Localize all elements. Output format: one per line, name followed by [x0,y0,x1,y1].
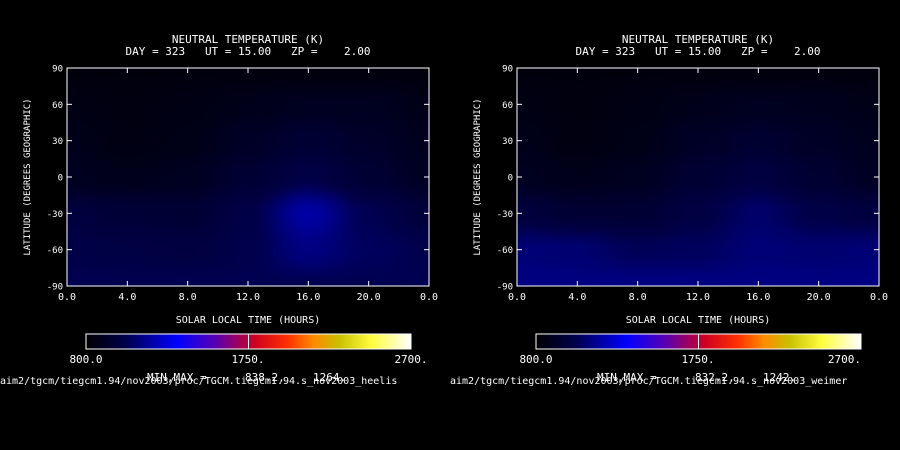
heatmap-canvas [517,68,879,286]
y-tick-label: -60 [497,246,513,256]
chart-title: NEUTRAL TEMPERATURE (K) [622,33,774,46]
y-tick-label: -30 [47,210,63,220]
y-tick-label: 30 [52,137,63,147]
y-tick-label: 90 [502,65,513,75]
file-path-text: aim2/tgcm/tiegcm1.94/nov2003/proc/TGCM.t… [0,376,398,387]
panel-left: NEUTRAL TEMPERATURE (K) DAY = 323 UT = 1… [23,33,438,384]
colorbar-max-label: 2700. [394,353,427,366]
max-value: 1242. [763,371,796,384]
chart-title: NEUTRAL TEMPERATURE (K) [172,33,324,46]
x-axis-label: SOLAR LOCAL TIME (HOURS) [176,315,321,326]
x-tick-label: 4.0 [568,292,586,303]
x-tick-label: 20.0 [807,292,831,303]
colorbar-mid-label: 1750. [681,353,714,366]
chart-subtitle: DAY = 323 UT = 15.00 ZP = 2.00 [575,45,820,58]
x-axis: 0.0 4.0 8.0 12.0 16.0 20.0 0.0 [508,68,888,303]
y-axis: 90 60 30 0 -30 -60 -90 [47,65,429,293]
y-tick-label: -60 [47,246,63,256]
x-tick-label: 4.0 [118,292,136,303]
x-tick-label: 0.0 [420,292,438,303]
file-path-left: aim2/tgcm/tiegcm1.94/nov2003/proc/TGCM.t… [0,376,450,387]
minmax-label: MIN,MAX = [597,371,657,384]
heatmap [66,67,430,287]
x-tick-label: 20.0 [357,292,381,303]
colorbar-mid-label: 1750. [231,353,264,366]
y-tick-label: 60 [52,101,63,111]
y-axis-label: LATITUDE (DEGREES GEOGRAPHIC) [473,98,483,255]
x-tick-label: 12.0 [236,292,260,303]
x-tick-label: 0.0 [870,292,888,303]
y-tick-label: 60 [502,101,513,111]
max-value: 1264. [313,371,346,384]
colorbar-min-label: 800.0 [519,353,552,366]
y-tick-label: -90 [497,283,513,293]
file-path-right: aim2/tgcm/tiegcm1.94/nov2003/proc/TGCM.t… [450,376,900,387]
min-value: 832.2, [695,371,735,384]
y-tick-label: 0 [508,174,513,184]
x-tick-label: 16.0 [296,292,320,303]
colorbar: 800.0 1750. 2700. [69,333,428,366]
colorbar-min-label: 800.0 [69,353,102,366]
y-tick-label: -30 [497,210,513,220]
y-tick-label: -90 [47,283,63,293]
chart-subtitle: DAY = 323 UT = 15.00 ZP = 2.00 [125,45,370,58]
x-axis-label: SOLAR LOCAL TIME (HOURS) [626,315,771,326]
y-tick-label: 0 [58,174,63,184]
panel-right: NEUTRAL TEMPERATURE (K) DAY = 323 UT = 1… [473,33,888,384]
y-tick-label: 90 [52,65,63,75]
x-tick-label: 12.0 [686,292,710,303]
x-tick-label: 16.0 [746,292,770,303]
x-tick-label: 8.0 [179,292,197,303]
heatmap-canvas [67,68,429,286]
colorbar-max-label: 2700. [828,353,861,366]
x-axis: 0.0 4.0 8.0 12.0 16.0 20.0 0.0 [58,68,438,303]
y-axis: 90 60 30 0 -30 -60 -90 [497,65,879,293]
minmax-readout: MIN,MAX = 838.2, 1264. [147,371,346,384]
heatmap [516,67,880,287]
x-tick-label: 8.0 [629,292,647,303]
minmax-readout: MIN,MAX = 832.2, 1242. [597,371,796,384]
y-tick-label: 30 [502,137,513,147]
y-axis-label: LATITUDE (DEGREES GEOGRAPHIC) [23,98,33,255]
file-path-text: aim2/tgcm/tiegcm1.94/nov2003/proc/TGCM.t… [450,376,848,387]
minmax-label: MIN,MAX = [147,371,207,384]
colorbar: 800.0 1750. 2700. [519,333,862,366]
min-value: 838.2, [245,371,285,384]
x-tick-label: 0.0 [58,292,76,303]
x-tick-label: 0.0 [508,292,526,303]
